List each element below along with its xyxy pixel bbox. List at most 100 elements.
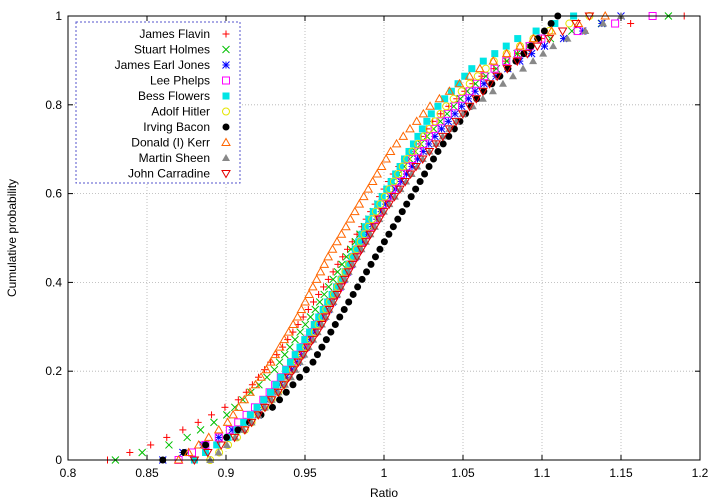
data-point-irving-bacon: [268, 403, 276, 411]
data-point-irving-bacon: [371, 253, 379, 261]
data-point-john-carradine: [464, 102, 475, 112]
data-point-john-carradine: [571, 20, 581, 29]
data-point-james-earl-jones: [424, 140, 433, 148]
x-tick-label: 1.2: [692, 466, 709, 480]
data-point-adolf-hitler: [376, 200, 385, 209]
data-point-bess-flowers: [328, 290, 336, 298]
data-point-martin-sheen: [291, 365, 300, 373]
data-point-james-flavin: [627, 20, 635, 28]
data-point-john-carradine: [437, 132, 448, 142]
data-point-irving-bacon: [425, 163, 433, 171]
legend-marker: [221, 137, 231, 146]
data-point-bess-flowers: [434, 102, 442, 110]
data-point-donald-i-kerr: [213, 424, 224, 434]
y-tick-label: 0: [55, 453, 62, 467]
data-point-james-flavin: [304, 305, 312, 313]
data-point-john-carradine: [347, 260, 358, 270]
data-point-martin-sheen: [549, 42, 558, 50]
data-point-donald-i-kerr: [304, 289, 314, 298]
data-point-martin-sheen: [599, 19, 608, 27]
data-point-james-flavin: [221, 403, 229, 411]
data-point-lee-phelps: [458, 94, 467, 103]
data-point-irving-bacon: [327, 328, 335, 336]
data-point-lee-phelps: [419, 139, 428, 148]
data-point-martin-sheen: [222, 440, 231, 448]
data-point-john-carradine: [532, 42, 543, 52]
data-point-donald-i-kerr: [411, 116, 422, 125]
data-point-bess-flowers: [282, 366, 290, 374]
data-point-bess-flowers: [324, 298, 332, 306]
data-point-bess-flowers: [337, 275, 345, 283]
data-point-james-flavin: [163, 433, 171, 441]
data-point-donald-i-kerr: [363, 184, 374, 193]
data-point-donald-i-kerr: [239, 394, 250, 404]
data-point-irving-bacon: [407, 193, 415, 201]
data-point-donald-i-kerr: [454, 78, 465, 88]
data-point-donald-i-kerr: [327, 244, 338, 253]
data-point-bess-flowers: [423, 117, 431, 125]
data-point-john-carradine: [444, 125, 455, 134]
data-point-irving-bacon: [313, 351, 321, 359]
legend-label: Adolf Hitler: [151, 105, 210, 119]
data-point-james-earl-jones: [457, 102, 466, 111]
data-point-donald-i-kerr: [283, 327, 294, 336]
data-point-john-carradine: [405, 170, 416, 180]
data-point-donald-i-kerr: [418, 108, 429, 118]
data-point-irving-bacon: [389, 223, 397, 231]
data-point-adolf-hitler: [425, 124, 434, 133]
data-point-donald-i-kerr: [203, 432, 214, 441]
data-point-john-carradine: [522, 50, 533, 59]
data-point-john-carradine: [253, 411, 264, 420]
data-point-bess-flowers: [387, 178, 395, 186]
data-point-donald-i-kerr: [308, 281, 318, 291]
data-point-john-carradine: [384, 200, 395, 210]
data-point-bess-flowers: [532, 27, 540, 35]
data-point-irving-bacon: [331, 321, 339, 329]
data-point-irving-bacon: [398, 208, 406, 216]
data-point-stuart-holmes: [138, 448, 147, 457]
data-point-adolf-hitler: [436, 109, 445, 118]
data-point-bess-flowers: [491, 50, 499, 58]
data-point-bess-flowers: [392, 170, 400, 178]
data-point-john-carradine: [343, 268, 354, 277]
data-point-john-carradine: [288, 366, 299, 375]
data-point-bess-flowers: [348, 253, 356, 261]
legend-label: James Flavin: [139, 27, 210, 41]
data-point-irving-bacon: [527, 42, 535, 50]
data-point-irving-bacon: [336, 313, 344, 321]
data-point-donald-i-kerr: [332, 236, 342, 246]
data-point-bess-flowers: [291, 351, 299, 359]
data-point-stuart-holmes: [416, 140, 425, 148]
data-point-lee-phelps: [490, 64, 499, 73]
data-point-john-carradine: [411, 163, 421, 172]
data-point-bess-flowers: [355, 238, 363, 246]
data-point-irving-bacon: [412, 185, 420, 193]
data-point-donald-i-kerr: [488, 56, 499, 65]
data-point-irving-bacon: [340, 305, 348, 313]
data-point-donald-i-kerr: [425, 101, 435, 110]
data-point-bess-flowers: [502, 42, 510, 50]
data-point-john-carradine: [352, 253, 362, 262]
data-point-john-carradine: [389, 193, 400, 202]
data-point-bess-flowers: [361, 223, 369, 231]
data-point-donald-i-kerr: [319, 259, 330, 268]
data-point-adolf-hitler: [465, 79, 474, 88]
data-point-john-carradine: [544, 35, 555, 44]
data-point-stuart-holmes: [329, 275, 337, 284]
legend-marker: [222, 154, 230, 161]
y-tick-label: 0.8: [45, 98, 62, 112]
data-point-irving-bacon: [547, 20, 555, 28]
x-tick-label: 0.95: [293, 466, 317, 480]
data-point-lee-phelps: [502, 57, 511, 66]
data-point-john-carradine: [303, 343, 313, 353]
data-point-adolf-hitler: [368, 215, 377, 224]
data-point-john-carradine: [320, 313, 331, 323]
data-point-bess-flowers: [277, 373, 285, 381]
data-point-donald-i-kerr: [256, 372, 266, 381]
data-point-bess-flowers: [341, 268, 349, 276]
data-point-stuart-holmes: [296, 328, 305, 336]
data-point-donald-i-kerr: [528, 33, 539, 43]
data-point-james-flavin: [320, 283, 328, 291]
data-point-lee-phelps: [425, 132, 434, 141]
data-point-stuart-holmes: [333, 268, 342, 276]
